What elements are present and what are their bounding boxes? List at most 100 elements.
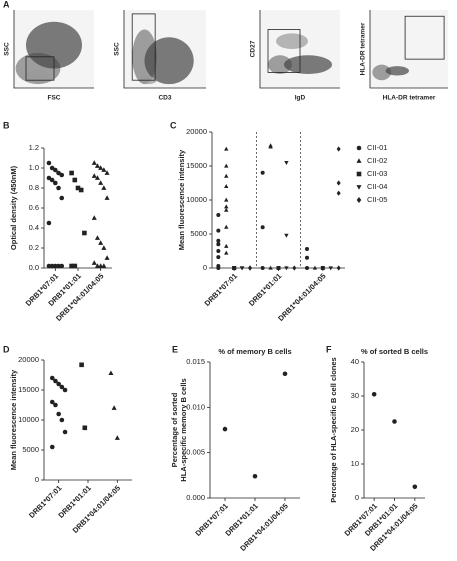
point [104,195,110,200]
y-tick-label: 1.2 [29,143,39,152]
point [59,263,65,269]
point [305,266,309,270]
point [49,177,55,183]
point [69,263,74,269]
legend-label: CII-05 [367,195,387,204]
point [224,184,229,188]
y-tick-label: 30 [351,391,359,400]
y-tick-label: 1.0 [29,163,39,172]
point [392,419,397,424]
point [260,170,265,175]
point [62,429,68,435]
x-axis-label: FSC [48,95,61,102]
y-tick-label: 15000 [18,385,39,394]
point [91,215,97,220]
axis-line [363,362,425,499]
point [216,238,221,243]
x-tick-label: DRB1*01:01 [247,271,283,307]
y-axis-label: Optical density (450nM) [9,165,18,250]
point [252,473,258,479]
point [79,362,84,368]
point [72,177,78,183]
point [53,378,58,384]
y-tick-label: 20000 [186,127,207,136]
point [62,387,68,393]
point [284,161,289,165]
point [82,230,87,236]
point [111,405,117,410]
y-axis-label: CD27 [250,40,257,57]
point [284,266,289,271]
point [98,240,104,245]
point [94,163,100,168]
y-tick-label: 0.005 [186,448,205,457]
point [59,195,65,201]
y-tick-label: 5000 [22,445,39,454]
point [101,263,107,268]
y-tick-label: 10000 [186,195,207,204]
cell-population [276,33,308,49]
point [56,263,61,269]
panel-label: F [326,344,332,354]
y-axis-label: SSC [114,42,121,56]
point [56,411,61,417]
gate [131,13,156,81]
y-tick-label: 20000 [18,355,39,364]
point [53,402,58,408]
point [98,180,104,185]
point [224,163,229,168]
point [268,265,273,270]
point [53,263,58,269]
point [224,204,229,209]
y-tick-label: 0.000 [186,493,205,502]
point [53,180,58,186]
point [260,266,265,270]
point [94,235,100,240]
point [224,197,229,202]
point [75,185,81,191]
cell-population [372,64,392,81]
point [56,381,61,387]
point [101,167,107,172]
y-axis-label: Mean fluorescence intensity [9,369,18,470]
point [46,160,52,166]
panel-label: B [3,120,10,130]
y-axis-label: HLA-DR tetramer [360,22,367,75]
point [356,158,362,163]
cell-population [284,55,332,74]
point [104,170,110,175]
axis-line [211,132,345,269]
point [282,371,288,377]
legend-label: CII-03 [367,169,387,178]
point [336,265,341,271]
axis-line [369,10,448,89]
point [222,426,228,432]
y-axis-label: Mean fluorescence intensity [177,149,186,250]
point [276,266,281,270]
y-axis-label: Percentage of sorted [170,392,179,467]
point [268,144,273,149]
point [49,263,55,269]
point [101,185,107,190]
point [114,435,120,440]
point [356,185,362,190]
point [69,170,74,176]
y-axis-label: HLA-specific memory B cells [179,378,188,481]
point [46,220,52,226]
point [91,160,97,165]
point [412,484,418,490]
point [239,266,245,271]
axis-line [259,10,340,89]
point [224,243,229,248]
point [248,265,252,271]
point [49,444,55,450]
legend-label: CII-01 [367,143,387,152]
gate [404,15,445,60]
point [216,242,221,247]
point [224,250,229,255]
panel-label: C [170,120,177,130]
legend-label: CII-04 [367,182,387,191]
point [46,263,52,269]
chart-title: % of memory B cells [218,347,291,356]
y-tick-label: 0.8 [29,183,39,192]
